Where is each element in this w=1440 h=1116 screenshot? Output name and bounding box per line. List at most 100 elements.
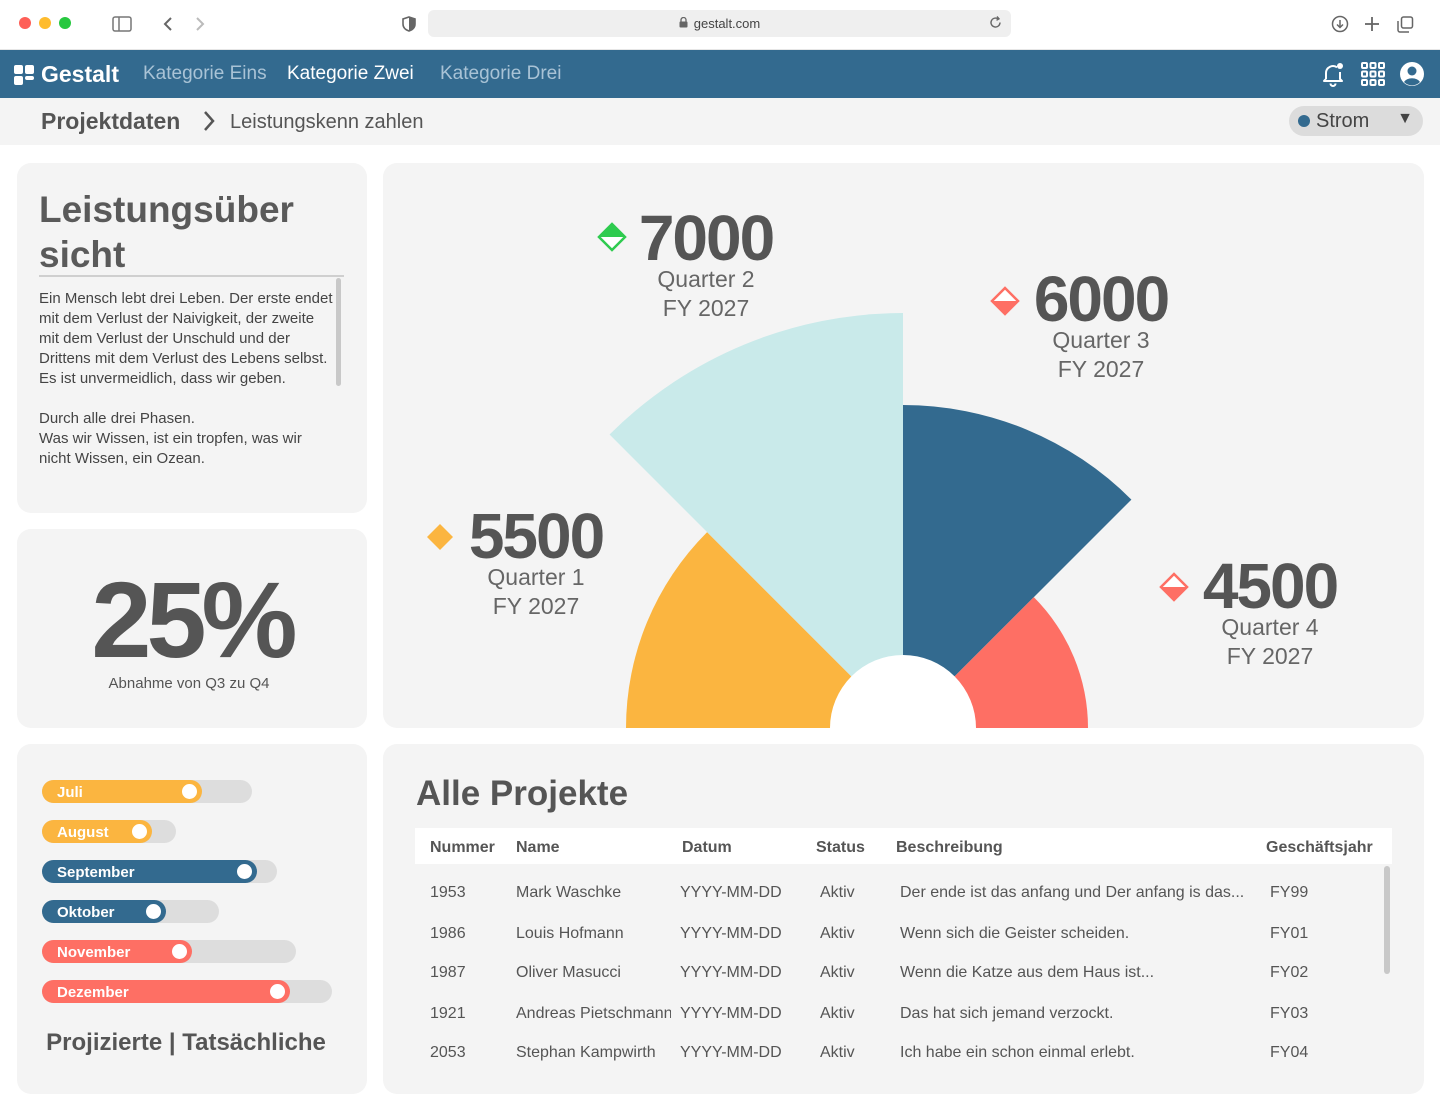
- chart-center-hole: [830, 655, 976, 728]
- slider-label: August: [57, 824, 109, 841]
- month-slider-november[interactable]: November: [42, 940, 296, 963]
- column-header[interactable]: Beschreibung: [896, 839, 1003, 856]
- table-cell: YYYY-MM-DD: [680, 925, 782, 942]
- table-row[interactable]: 2053 Stephan Kampwirth YYYY-MM-DD Aktiv Ich …: [415, 1034, 1375, 1074]
- slider-label: September: [57, 864, 135, 881]
- table-header: Nummer Name Datum Status Beschreibung Ge…: [415, 828, 1392, 864]
- close-window-button[interactable]: [19, 17, 31, 29]
- chart-slice-1[interactable]: [626, 532, 903, 728]
- table-cell: Aktiv: [820, 884, 855, 901]
- month-slider-oktober[interactable]: Oktober: [42, 900, 219, 923]
- table-cell: YYYY-MM-DD: [680, 884, 782, 901]
- divider: [39, 275, 344, 277]
- column-header[interactable]: Status: [816, 839, 865, 856]
- overview-title: Leistungsüber sicht: [39, 189, 294, 275]
- table-cell: Das hat sich jemand verzockt.: [900, 1005, 1114, 1022]
- status-dot: [1298, 115, 1310, 127]
- address-bar[interactable]: gestalt.com: [428, 10, 1011, 37]
- sidebar-toggle-icon[interactable]: [111, 13, 133, 35]
- table-cell: YYYY-MM-DD: [680, 964, 782, 981]
- month-slider-september[interactable]: September: [42, 860, 277, 883]
- user-avatar-icon[interactable]: [1398, 60, 1426, 88]
- nav-item-kategorie-zwei[interactable]: Kategorie Zwei: [287, 63, 414, 84]
- projects-card: Alle Projekte Nummer Name Datum Status B…: [383, 744, 1424, 1094]
- column-header[interactable]: Geschäftsjahr: [1266, 839, 1373, 856]
- nav-item-kategorie-eins[interactable]: Kategorie Eins: [143, 63, 267, 84]
- lock-icon: [679, 16, 688, 31]
- slider-knob[interactable]: [179, 781, 200, 802]
- slider-knob[interactable]: [169, 941, 190, 962]
- nav-item-kategorie-drei[interactable]: Kategorie Drei: [440, 63, 562, 84]
- download-icon[interactable]: [1329, 13, 1351, 35]
- reload-icon[interactable]: [988, 15, 1003, 33]
- chart-value-label: 4500: [1203, 550, 1337, 622]
- tab-overview-icon[interactable]: [1394, 13, 1416, 35]
- minimize-window-button[interactable]: [39, 17, 51, 29]
- table-cell: FY99: [1270, 884, 1309, 901]
- month-slider-august[interactable]: August: [42, 820, 176, 843]
- slider-label: November: [57, 944, 131, 961]
- app-grid-icon[interactable]: [1359, 60, 1387, 88]
- table-cell: Stephan Kampwirth: [516, 1044, 656, 1061]
- energy-type-value: Strom: [1316, 109, 1370, 132]
- slider-fill: [42, 900, 166, 923]
- slider-knob[interactable]: [234, 861, 255, 882]
- notification-bell-icon[interactable]: [1319, 60, 1347, 88]
- logo-mark-icon: [14, 64, 34, 85]
- overview-body: Ein Mensch lebt drei Leben. Der erste en…: [39, 290, 333, 467]
- brand-name: Gestalt: [41, 61, 119, 87]
- table-cell: Wenn die Katze aus dem Haus ist...: [900, 964, 1155, 981]
- slider-label: Juli: [57, 784, 83, 801]
- table-row[interactable]: 1953 Mark Waschke YYYY-MM-DD Aktiv Der ende …: [415, 874, 1375, 914]
- table-row[interactable]: 1987 Oliver Masucci YYYY-MM-DD Aktiv Wenn di…: [415, 954, 1375, 994]
- breadcrumb-current: Leistungskenn zahlen: [230, 111, 424, 133]
- column-header[interactable]: Datum: [682, 839, 732, 856]
- slider-fill: [42, 940, 192, 963]
- breadcrumb-root[interactable]: Projektdaten: [41, 108, 181, 134]
- chart-value-label: 5500: [469, 500, 603, 572]
- chart-value-label: 7000: [639, 202, 773, 274]
- column-header[interactable]: Nummer: [430, 839, 495, 856]
- slider-fill: [42, 780, 202, 803]
- slider-fill: [42, 860, 257, 883]
- privacy-shield-icon[interactable]: [398, 13, 420, 35]
- table-cell: FY04: [1270, 1044, 1309, 1061]
- table-cell: Andreas Pietschmann: [516, 1005, 671, 1022]
- zoom-window-button[interactable]: [59, 17, 71, 29]
- month-slider-juli[interactable]: Juli: [42, 780, 252, 803]
- slider-knob[interactable]: [267, 981, 288, 1002]
- table-cell: Louis Hofmann: [516, 925, 624, 942]
- kpi-value: 25%: [91, 559, 297, 680]
- table-cell: 1953: [430, 884, 466, 901]
- chart-category-label: Quarter 4: [1221, 614, 1318, 640]
- new-tab-icon[interactable]: [1361, 13, 1383, 35]
- slider-fill: [42, 980, 290, 1003]
- brand-logo[interactable]: Gestalt: [14, 61, 119, 88]
- table-cell: FY01: [1270, 925, 1309, 942]
- trend-neutral-icon: [427, 524, 453, 550]
- column-header[interactable]: Name: [516, 839, 560, 856]
- month-slider-dezember[interactable]: Dezember: [42, 980, 332, 1003]
- overview-scrollbar[interactable]: [336, 278, 341, 386]
- table-cell: Der ende ist das anfang und Der anfang i…: [900, 884, 1245, 901]
- chart-slice-2[interactable]: [609, 313, 903, 728]
- forward-icon[interactable]: [189, 13, 211, 35]
- chart-period-label: FY 2027: [493, 593, 580, 619]
- back-icon[interactable]: [157, 13, 179, 35]
- slider-knob[interactable]: [143, 901, 164, 922]
- table-cell: Wenn sich die Geister scheiden.: [900, 925, 1130, 942]
- energy-type-select[interactable]: Strom ▼: [1289, 106, 1423, 136]
- table-row[interactable]: 1921 Andreas Pietschmann YYYY-MM-DD Aktiv Da…: [415, 995, 1375, 1035]
- slider-knob[interactable]: [129, 821, 150, 842]
- table-scrollbar[interactable]: [1384, 866, 1390, 974]
- table-cell: Aktiv: [820, 925, 855, 942]
- table-cell: Aktiv: [820, 1005, 855, 1022]
- chevron-right-icon: [200, 109, 218, 133]
- chart-slice-3[interactable]: [903, 405, 1132, 728]
- table-row[interactable]: 1986 Louis Hofmann YYYY-MM-DD Aktiv Wenn sic…: [415, 915, 1375, 955]
- slider-label: Dezember: [57, 984, 129, 1001]
- quarter-chart-card: 5500 Quarter 1 FY 2027 7000 Quarter 2 FY 2027…: [383, 163, 1424, 728]
- chart-value-label: 6000: [1034, 263, 1168, 335]
